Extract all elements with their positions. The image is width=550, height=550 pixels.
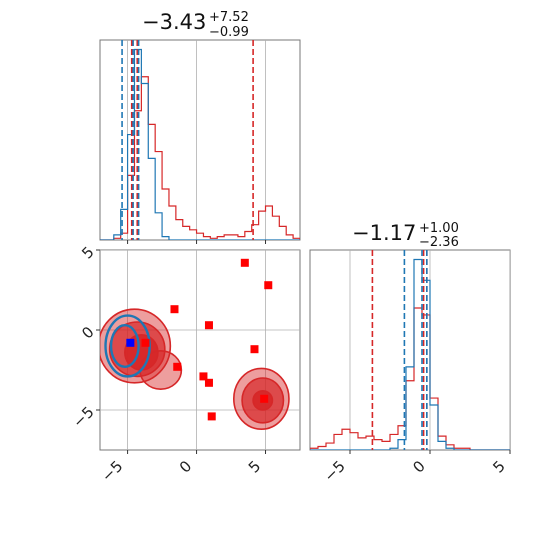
joint-x-tick-label: 0 <box>176 457 195 476</box>
title-a-plus: +7.52 <box>209 10 249 25</box>
contour-blue <box>104 314 151 378</box>
red-marker <box>264 281 273 290</box>
red-marker <box>204 321 213 330</box>
panel-b-x-tick-label: 0 <box>409 457 428 476</box>
panel-b-x-tick-label: 5 <box>489 457 508 476</box>
joint-y-tick-label: 5 <box>78 243 97 262</box>
title-b-median: −1.17 <box>352 221 416 245</box>
red-marker <box>173 362 182 371</box>
red-marker <box>207 412 216 421</box>
hist-panel-b <box>310 250 510 450</box>
red-marker <box>199 372 208 381</box>
hist-red-b <box>310 307 510 450</box>
blue-marker <box>126 338 135 347</box>
hist-panel-a <box>100 40 300 240</box>
joint-x-tick-label: −5 <box>98 457 126 485</box>
joint-panel <box>100 258 290 430</box>
red-marker <box>240 258 249 267</box>
hist-red-a <box>100 76 300 240</box>
hist-panel-b-frame <box>309 249 511 451</box>
hist-blue-b <box>310 258 510 450</box>
title-panel-b: −1.17 +1.00 −2.36 <box>352 221 459 250</box>
title-b-minus: −2.36 <box>419 235 459 250</box>
joint-x-tick-label: 5 <box>245 457 264 476</box>
title-a-median: −3.43 <box>142 10 206 34</box>
joint-y-tick-label: −5 <box>69 403 97 431</box>
title-panel-a: −3.43 +7.52 −0.99 <box>142 10 249 40</box>
title-a-minus: −0.99 <box>209 25 249 40</box>
hist-blue-a <box>100 48 300 240</box>
red-marker <box>260 394 269 403</box>
red-marker <box>250 345 259 354</box>
contour-blue <box>109 324 140 369</box>
panel-b-x-tick-label: −5 <box>320 457 348 485</box>
red-marker <box>141 338 150 347</box>
title-b-plus: +1.00 <box>419 221 459 236</box>
red-marker <box>204 378 213 387</box>
hist-panel-a-frame <box>99 39 301 241</box>
joint-y-tick-label: 0 <box>78 323 97 342</box>
red-marker <box>170 305 179 314</box>
